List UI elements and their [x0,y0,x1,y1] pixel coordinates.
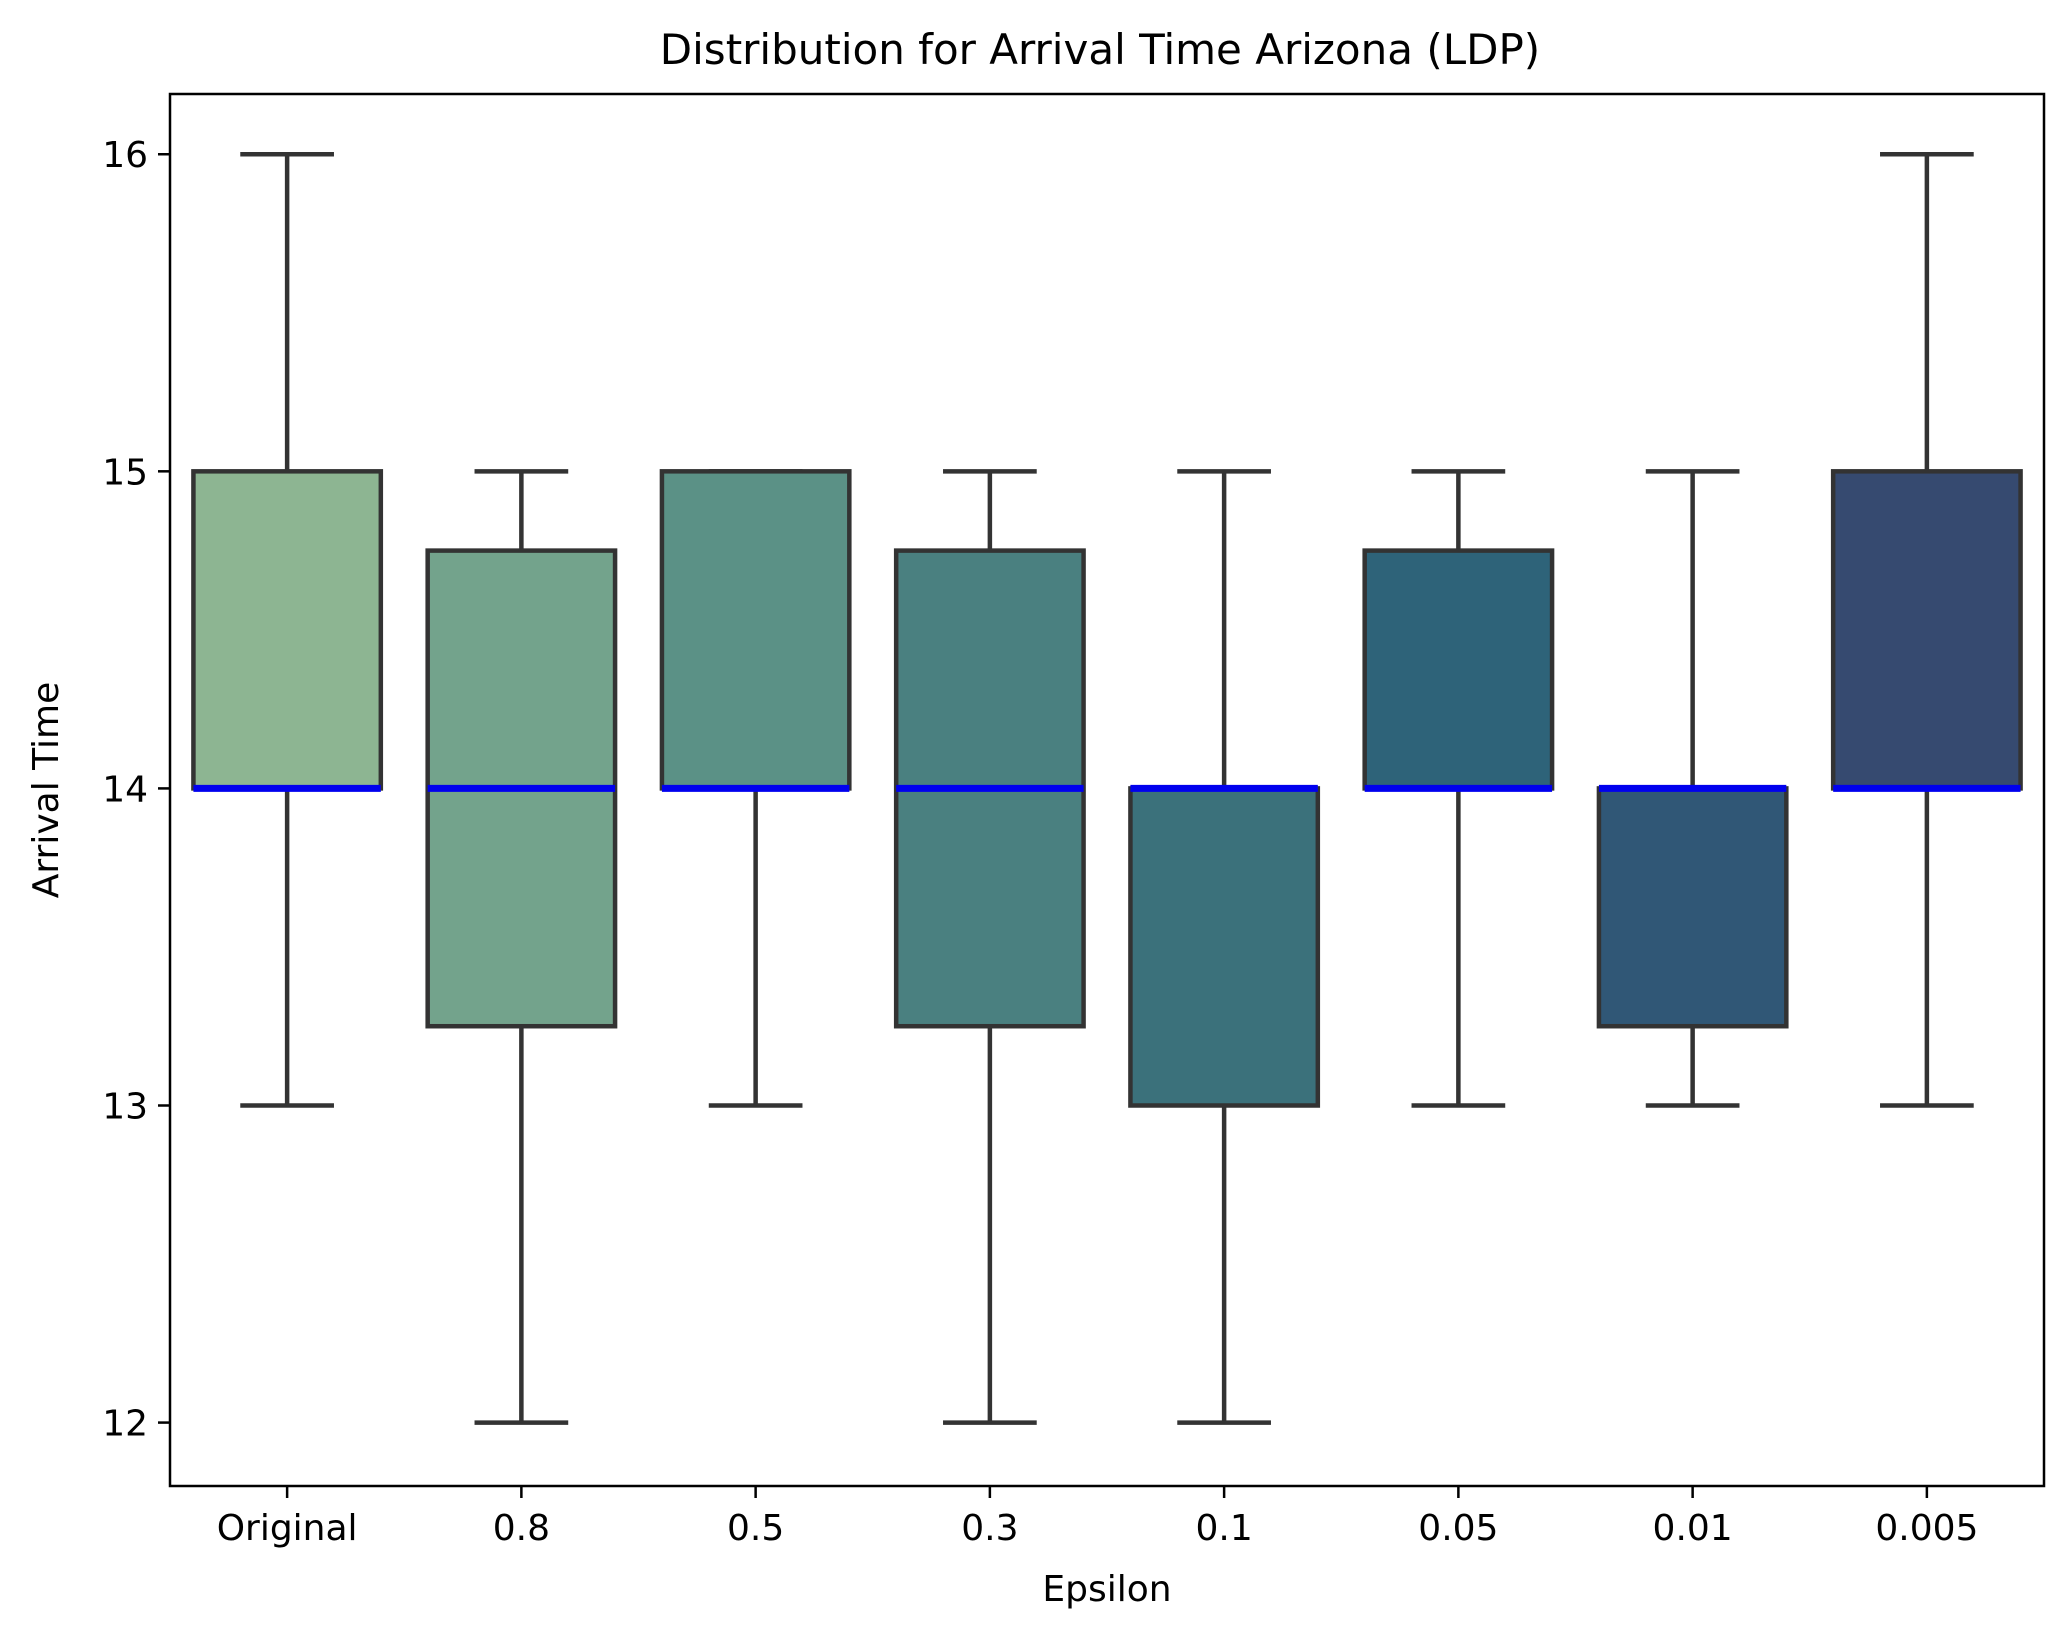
y-tick-label: 14 [102,769,148,810]
box-body [1596,786,1789,1029]
box-body [659,469,852,791]
chart-title: Distribution for Arrival Time Arizona (L… [660,25,1540,74]
box-5 [1128,469,1321,1425]
y-axis-label: Arrival Time [26,682,67,899]
x-tick-label: 0.1 [1195,1508,1252,1549]
box-body [191,469,384,791]
box-1 [191,151,384,1108]
box-2 [425,469,618,1425]
box-body [1362,548,1555,791]
x-tick-label: Original [217,1508,358,1549]
x-tick-label: 0.005 [1875,1508,1978,1549]
x-axis-label: Epsilon [1042,1569,1171,1610]
box-6 [1362,469,1555,1108]
box-8 [1830,151,2023,1108]
x-tick-label: 0.05 [1418,1508,1498,1549]
x-tick-label: 0.01 [1653,1508,1733,1549]
box-7 [1596,469,1789,1108]
box-3 [659,469,852,1108]
box-body [1128,786,1321,1108]
x-tick-label: 0.3 [961,1508,1018,1549]
y-tick-label: 16 [102,135,148,176]
y-tick-label: 12 [102,1404,148,1445]
x-axis: Original 0.8 0.5 0.3 0.1 0.05 0.01 0.005 [217,1486,1978,1549]
plot-marks [191,151,2023,1425]
box-4 [893,469,1086,1425]
plot-area [168,92,2046,1488]
box-body [1830,469,2023,791]
x-tick-label: 0.5 [727,1508,784,1549]
y-tick-label: 15 [102,452,148,493]
x-tick-label: 0.8 [493,1508,550,1549]
y-tick-label: 13 [102,1086,148,1127]
y-axis: 12 13 14 15 16 [102,135,170,1445]
